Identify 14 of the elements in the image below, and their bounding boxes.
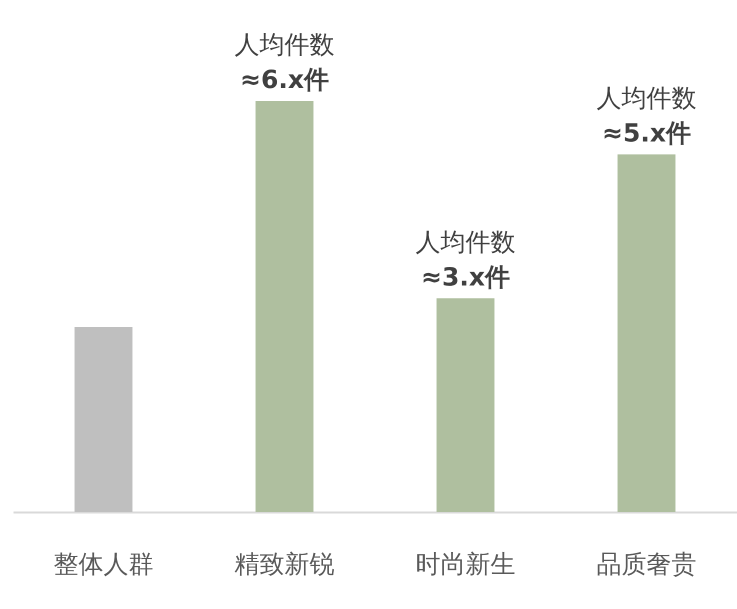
bar (618, 154, 676, 512)
bar (74, 327, 132, 512)
annotation: 人均件数 (234, 30, 334, 59)
x-tick-label: 整体人群 (54, 550, 154, 578)
annotation: ≈3.x件 (421, 262, 510, 292)
x-tick-label: 时尚新生 (416, 550, 516, 578)
annotation: ≈6.x件 (240, 65, 329, 94)
annotation: ≈5.x件 (602, 118, 691, 148)
annotation: 人均件数 (416, 227, 516, 256)
bar (256, 101, 314, 512)
x-tick-label: 精致新锐 (234, 550, 334, 578)
bar (436, 298, 494, 512)
x-tick-label: 品质奢贵 (596, 550, 696, 578)
annotation: 人均件数 (596, 83, 696, 112)
